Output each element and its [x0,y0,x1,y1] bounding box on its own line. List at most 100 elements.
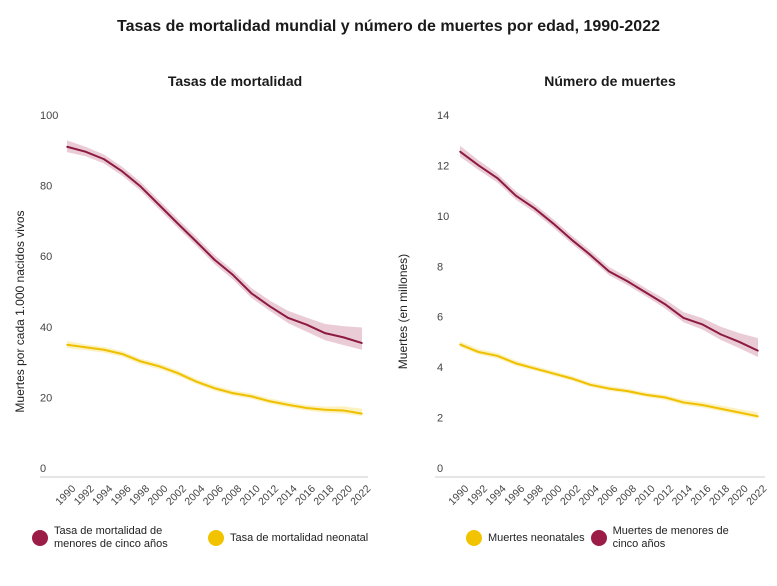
neonatal-data-point [84,346,87,349]
under5-data-point [626,280,629,283]
neonatal-data-point [570,377,573,380]
neonatal-color-dot-icon [208,530,224,546]
neonatal-data-point [103,348,105,351]
under5-data-point [496,177,499,179]
y-tick-label: 0 [40,463,46,475]
y-axis-label: Muertes por cada 1.000 nacidos vivos [13,210,27,412]
neonatal-data-point [195,380,197,383]
y-axis-label: Muertes (en millones) [396,254,410,369]
neonatal-data-point [269,400,271,403]
neonatal-uncertainty-band [67,340,362,417]
y-tick-label: 40 [40,322,52,334]
neonatal-data-point [738,411,741,414]
legend-item-under5-deaths: Muertes de menores de cinco años [590,525,731,551]
neonatal-data-point [176,372,179,374]
neonatal-data-point [361,412,363,415]
under5-data-point [324,332,326,334]
neonatal-data-point [66,344,68,346]
y-tick-label: 60 [40,251,52,263]
neonatal-data-point [757,415,759,418]
left-legend: Tasa de mortalidad de menores de cinco a… [32,525,384,551]
under5-data-point [645,291,648,294]
y-tick-label: 8 [437,261,443,273]
y-tick-label: 14 [437,110,449,122]
neonatal-data-point [701,404,703,406]
neonatal-data-point [496,354,499,357]
under5-data-point [533,207,536,210]
figure-title: Tasas de mortalidad mundial y número de … [117,18,660,35]
y-tick-label: 10 [437,211,449,223]
under5-data-point [552,222,554,225]
legend-label: Tasa de mortalidad de menores de cinco a… [54,525,168,550]
y-tick-label: 80 [40,181,52,193]
y-tick-label: 100 [40,110,58,122]
under5-data-point [701,323,703,326]
neonatal-data-point [459,343,461,346]
under5-data-point [121,170,124,173]
legend-item-neonatal-rate: Tasa de mortalidad neonatal [208,530,368,546]
under5-data-point [515,194,517,197]
neonatal-data-point [533,367,536,370]
legend-item-neonatal-deaths: Muertes neonatales [466,530,585,546]
neonatal-data-point [477,351,480,353]
under5-data-point [459,150,461,153]
y-tick-label: 6 [437,312,443,324]
under5-data-point [342,336,345,339]
under5-data-point [232,274,234,276]
neonatal-data-point [342,409,345,412]
neonatal-data-point [158,365,160,368]
under5-data-point [682,317,685,319]
under5-data-point [269,305,271,308]
neonatal-data-point [250,395,253,398]
under5-data-point [103,158,105,160]
neonatal-data-point [608,387,610,390]
legend-label: Muertes neonatales [488,531,585,544]
neonatal-data-point [287,404,290,406]
mortality-rate-chart: 0204060801001990199219941996199820002002… [13,110,373,508]
legend-label: Muertes de menores de cinco años [612,525,729,550]
under5-data-point [719,333,722,336]
y-tick-label: 20 [40,392,52,404]
neonatal-data-point [552,372,554,375]
neonatal-data-point [232,392,234,394]
neonatal-data-point [515,362,517,365]
neonatal-data-point [324,408,326,411]
right-legend: Muertes neonatales Muertes de menores de… [466,525,747,551]
neonatal-data-point [139,360,142,363]
under5-data-point [250,292,253,295]
left-chart-title: Tasas de mortalidad [167,73,303,89]
y-tick-label: 4 [437,362,443,374]
under5-data-point [757,349,759,352]
under5-data-point [139,185,142,188]
neonatal-data-point [213,387,216,390]
under5-uncertainty-band [67,140,362,350]
y-tick-label: 2 [437,413,443,425]
legend-label: Tasa de mortalidad neonatal [230,531,369,544]
deaths-chart: 0246810121419901992199419961998200020022… [396,110,769,508]
under5-data-point [158,204,160,206]
under5-data-point [305,323,308,326]
neonatal-data-point [719,407,722,410]
neonatal-series-line [66,343,363,415]
neonatal-color-dot-icon [466,530,482,546]
neonatal-data-point [121,353,124,355]
x-tick-label: 2022 [348,483,373,508]
legend-item-under5-rate: Tasa de mortalidad de menores de cinco a… [32,525,192,551]
under5-data-point [84,150,87,153]
under5-data-point [738,341,741,343]
under5-data-point [664,303,666,305]
under5-color-dot-icon [590,530,607,546]
under5-data-point [287,317,290,319]
under5-series-line [66,145,363,344]
under5-data-point [361,342,363,344]
neonatal-data-point [305,407,308,409]
y-tick-label: 0 [437,463,443,475]
neonatal-data-point [664,396,666,399]
neonatal-data-point [682,401,685,404]
under5-data-point [195,240,197,243]
neonatal-data-point [589,383,592,386]
under5-data-point [213,258,216,261]
neonatal-data-point [645,394,648,396]
